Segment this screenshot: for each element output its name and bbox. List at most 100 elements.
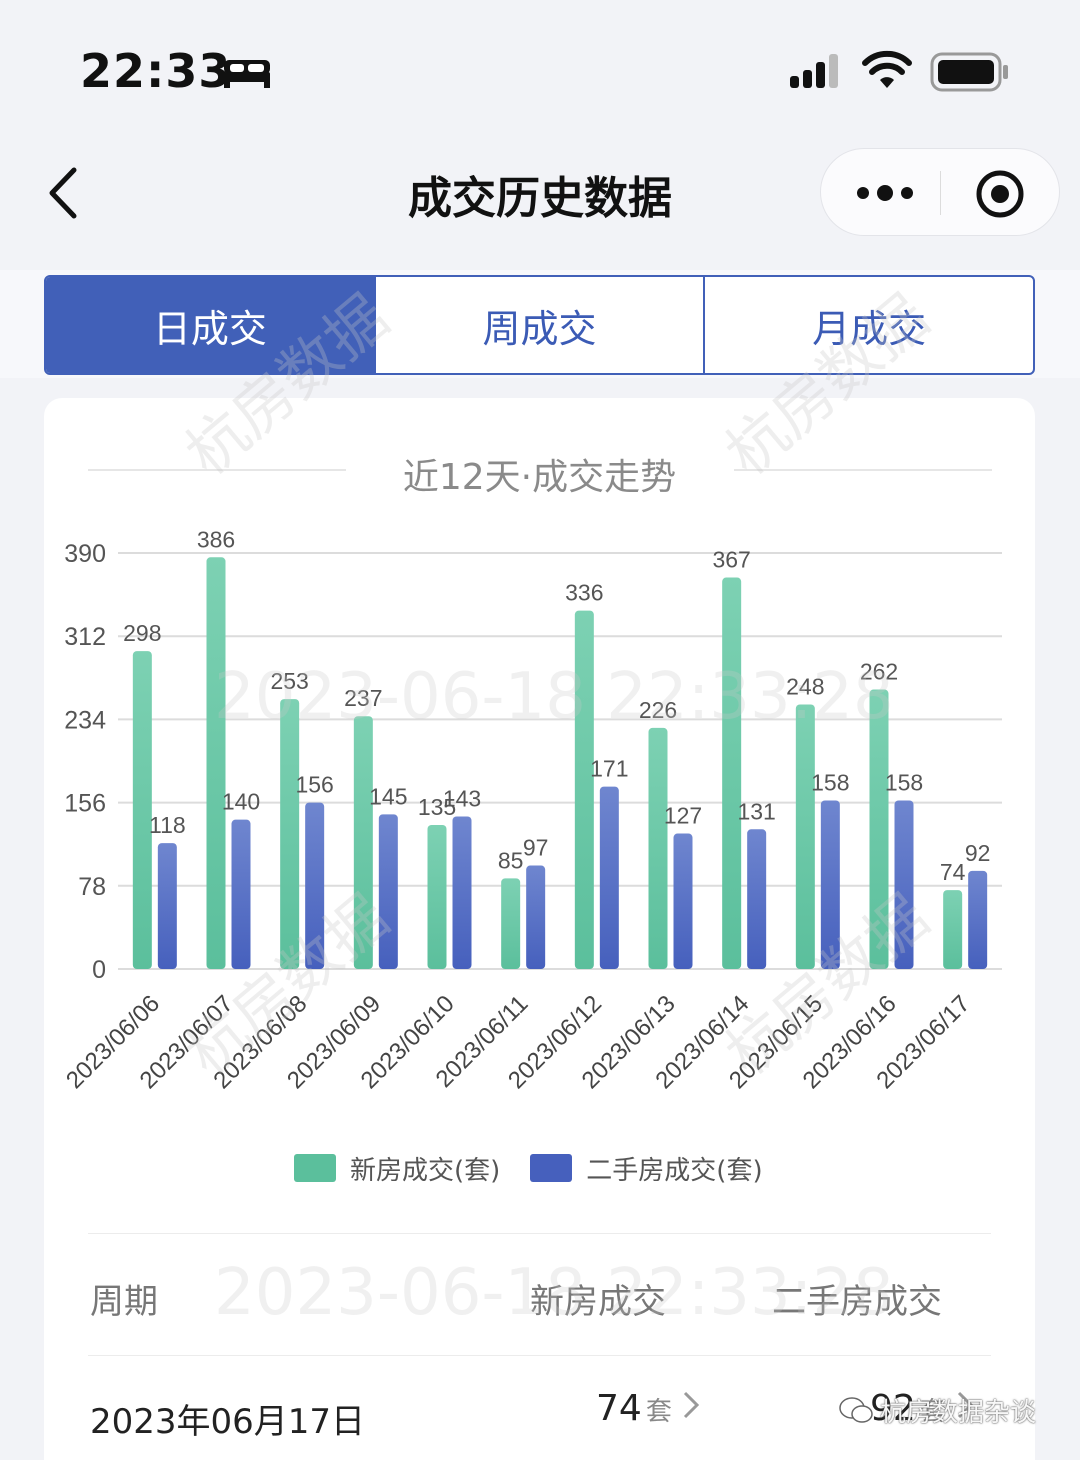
data-label: 298: [123, 620, 161, 646]
bar-new-house: [280, 699, 300, 969]
tab-weekly[interactable]: 周成交: [373, 277, 704, 373]
sleep-mode-icon: [224, 60, 270, 88]
bar-used-house: [968, 870, 988, 969]
data-label: 262: [860, 659, 898, 685]
bar-new-house: [206, 557, 226, 969]
bar-used-house: [231, 819, 251, 969]
bar-new-house: [648, 727, 668, 969]
bar-new-house: [943, 890, 963, 969]
data-label: 237: [344, 685, 382, 711]
y-tick-label: 78: [78, 873, 106, 901]
wifi-icon: [862, 50, 912, 88]
data-label: 143: [443, 785, 481, 811]
data-label: 135: [418, 794, 456, 820]
account-name: 杭房数据杂谈: [880, 1398, 1037, 1428]
data-label: 156: [295, 772, 333, 798]
data-label: 145: [369, 783, 407, 809]
data-label: 336: [565, 580, 603, 606]
header-new-house: 新房成交: [530, 1282, 666, 1322]
bar-new-house: [795, 704, 815, 969]
row-used-unit: 套: [919, 1397, 946, 1427]
bar-chart: 3903122341567802981182023/06/06386140202…: [61, 526, 1002, 1094]
more-icon[interactable]: [857, 179, 913, 207]
legend-label-new: 新房成交(套): [350, 1155, 501, 1186]
status-bar: 22:33: [0, 0, 1080, 140]
bar-new-house: [427, 825, 447, 969]
row-used-number: 92: [870, 1388, 916, 1429]
back-arrow-icon[interactable]: [44, 166, 84, 220]
data-label: 97: [523, 835, 549, 861]
chevron-right-icon: [683, 1391, 699, 1419]
y-tick-label: 156: [64, 790, 106, 818]
data-label: 118: [149, 812, 186, 838]
bar-used-house: [378, 814, 398, 969]
table-row[interactable]: 2023年06月17日 74 套 92 套: [44, 1388, 1035, 1448]
table-divider-top: [88, 1233, 991, 1234]
data-label: 248: [786, 673, 824, 699]
legend-item-used[interactable]: 二手房成交(套): [530, 1150, 763, 1187]
chart-title: 近12天·成交走势: [402, 457, 677, 498]
row-new-value[interactable]: 74 套: [596, 1388, 700, 1429]
data-label: 158: [811, 769, 849, 795]
chevron-right-icon: [957, 1391, 973, 1419]
data-label: 226: [639, 697, 677, 723]
bar-new-house: [722, 577, 742, 969]
title-divider-right: [734, 469, 992, 471]
data-label: 85: [498, 847, 524, 873]
period-tabs: 日成交 周成交 月成交: [44, 275, 1035, 375]
data-label: 92: [965, 840, 991, 866]
legend-swatch-new: [294, 1154, 336, 1182]
bar-used-house: [747, 829, 767, 969]
bar-used-house: [599, 786, 619, 969]
y-tick-label: 234: [64, 706, 106, 734]
legend-label-used: 二手房成交(套): [586, 1155, 763, 1186]
data-label: 386: [197, 526, 235, 552]
row-used-value[interactable]: 92 套: [870, 1388, 974, 1429]
y-tick-label: 0: [92, 956, 106, 984]
tab-daily[interactable]: 日成交: [46, 277, 374, 373]
status-time: 22:33: [80, 44, 232, 98]
bar-used-house: [305, 802, 325, 969]
data-label: 367: [712, 547, 750, 573]
bar-used-house: [673, 833, 693, 969]
mini-program-capsule: [820, 148, 1060, 236]
data-label: 74: [940, 859, 966, 885]
page-title: 成交历史数据: [408, 173, 672, 224]
bar-used-house: [526, 865, 546, 969]
close-target-icon[interactable]: [975, 169, 1025, 219]
bar-new-house: [353, 716, 373, 969]
bar-used-house: [820, 800, 840, 969]
chart-legend: 新房成交(套) 二手房成交(套): [294, 1148, 793, 1188]
y-tick-label: 312: [64, 623, 106, 651]
row-date: 2023年06月17日: [90, 1402, 366, 1442]
data-label: 127: [664, 803, 702, 829]
chart-card: 近12天·成交走势 390 312 234 156 78 0 298 118 2023/06/0…: [44, 282, 1035, 1460]
y-tick-label: 390: [64, 540, 106, 568]
nav-bar: 成交历史数据: [0, 140, 1080, 250]
legend-item-new[interactable]: 新房成交(套): [294, 1150, 500, 1187]
cellular-signal-icon: [790, 54, 838, 88]
row-new-unit: 套: [645, 1397, 672, 1427]
bar-used-house: [157, 843, 177, 969]
bar-new-house: [132, 651, 152, 969]
bar-used-house: [452, 816, 472, 969]
data-label: 171: [590, 756, 628, 782]
bar-used-house: [894, 800, 914, 969]
bar-new-house: [501, 878, 521, 969]
bar-new-house: [574, 610, 594, 969]
capsule-divider: [940, 171, 941, 215]
header-used-house: 二手房成交: [772, 1282, 942, 1322]
tab-monthly[interactable]: 月成交: [703, 277, 1033, 373]
legend-swatch-used: [530, 1154, 573, 1182]
wechat-icon: [839, 1396, 873, 1423]
data-label: 140: [222, 789, 260, 815]
data-label: 158: [885, 769, 923, 795]
data-label: 253: [270, 668, 308, 694]
header-period: 周期: [90, 1282, 158, 1322]
bar-new-house: [869, 689, 889, 969]
row-new-number: 74: [596, 1388, 642, 1429]
title-divider-left: [88, 469, 346, 471]
table-divider-header: [88, 1355, 991, 1356]
account-watermark: 杭房数据杂谈: [838, 1392, 1036, 1429]
battery-icon: [930, 52, 1008, 92]
